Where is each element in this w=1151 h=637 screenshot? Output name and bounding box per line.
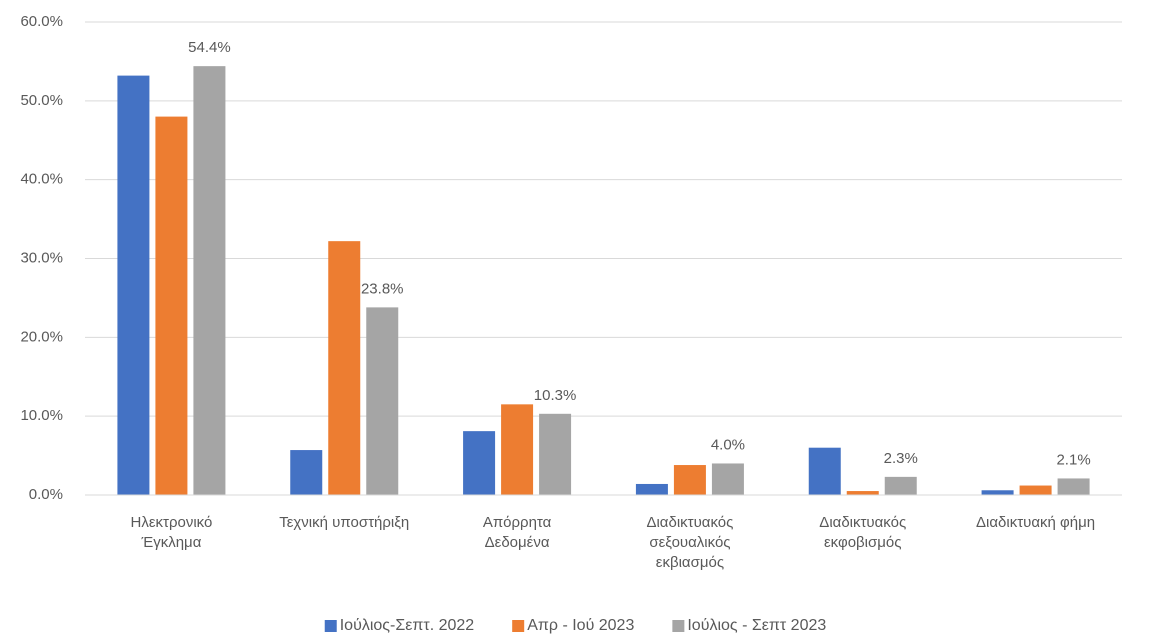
bar [981,490,1014,495]
bar [328,241,361,495]
y-tick-label: 20.0% [20,328,63,345]
bar [155,116,188,495]
legend-label: Ιούλιος-Σεπτ. 2022 [340,617,475,634]
x-tick-label: Διαδικτυακός σεξουαλικός εκβιασμός [646,514,733,571]
x-tick-label: Τεχνική υποστήριξη [279,514,409,531]
bar [366,307,399,495]
data-label: 54.4% [188,39,231,56]
y-tick-label: 0.0% [29,486,63,503]
data-label: 2.1% [1056,451,1090,468]
bar [501,404,534,495]
bar [1057,478,1090,495]
data-label: 4.0% [711,436,745,453]
y-tick-label: 10.0% [20,407,63,424]
x-tick-label: Διαδικτυακή φήμη [976,514,1095,531]
y-tick-label: 60.0% [20,13,63,30]
bar [884,476,917,495]
legend-label: Απρ - Ιού 2023 [527,617,634,634]
bar [673,465,706,495]
bar [846,491,879,495]
x-tick-label: Απόρρητα Δεδομένα [483,514,552,551]
bar [539,413,572,495]
x-tick-label: Ηλεκτρονικό Έγκλημα [131,514,213,551]
data-label: 23.8% [361,280,404,297]
bar [1019,485,1052,495]
bar [711,463,744,495]
legend-swatch [324,620,337,632]
y-tick-label: 30.0% [20,249,63,266]
x-tick-label: Διαδικτυακός εκφοβισμός [819,514,906,551]
legend-label: Ιούλιος - Σεπτ 2023 [687,617,826,634]
data-label: 10.3% [534,387,577,404]
bar [193,66,226,495]
y-tick-label: 50.0% [20,92,63,109]
bar [463,431,496,495]
bar [290,450,323,495]
legend-swatch [672,620,685,632]
y-tick-label: 40.0% [20,171,63,188]
legend-swatch [512,620,525,632]
bar [635,483,668,495]
bar [808,447,841,495]
data-label: 2.3% [884,450,918,467]
bar [117,75,150,496]
